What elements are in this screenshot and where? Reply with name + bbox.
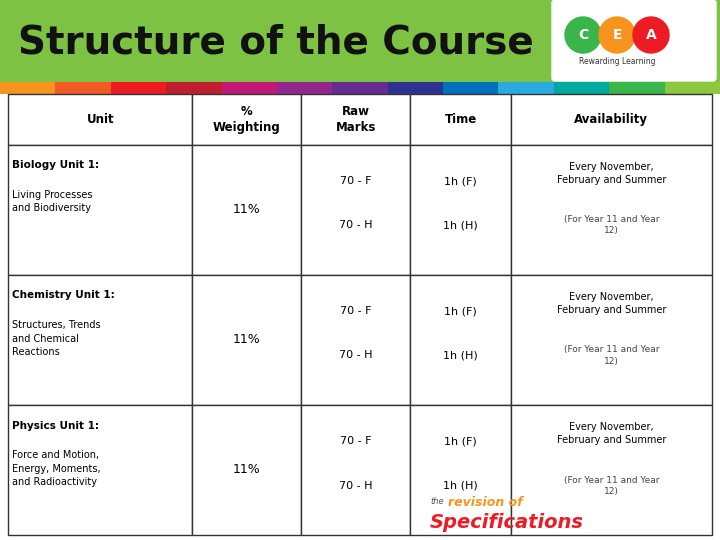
Text: Physics Unit 1:: Physics Unit 1: — [12, 421, 99, 430]
Text: Unit: Unit — [86, 113, 114, 126]
Text: 70 - H: 70 - H — [339, 481, 372, 490]
Text: Every November,
February and Summer: Every November, February and Summer — [557, 162, 666, 185]
Bar — [8, 405, 192, 535]
Text: Specifications: Specifications — [430, 512, 584, 531]
Text: Availability: Availability — [575, 113, 649, 126]
Bar — [192, 94, 302, 145]
Bar — [387, 82, 443, 94]
Text: revision of: revision of — [448, 496, 523, 509]
Text: C: C — [578, 28, 588, 42]
Bar — [665, 82, 720, 94]
Bar — [554, 82, 609, 94]
Bar — [111, 82, 166, 94]
Bar — [498, 82, 554, 94]
Text: Rewarding Learning: Rewarding Learning — [579, 57, 655, 65]
Bar — [166, 82, 222, 94]
FancyBboxPatch shape — [552, 0, 716, 81]
Bar — [302, 145, 410, 275]
Text: 1h (F): 1h (F) — [444, 436, 477, 447]
Bar — [0, 82, 55, 94]
Text: Every November,
February and Summer: Every November, February and Summer — [557, 292, 666, 315]
Bar — [511, 94, 712, 145]
Text: E: E — [612, 28, 622, 42]
Text: 11%: 11% — [233, 333, 261, 346]
Bar — [192, 145, 302, 275]
Circle shape — [565, 17, 601, 53]
Text: Structure of the Course: Structure of the Course — [18, 24, 534, 62]
Bar — [192, 275, 302, 405]
Text: (For Year 11 and Year
12): (For Year 11 and Year 12) — [564, 215, 660, 235]
Text: 11%: 11% — [233, 463, 261, 476]
Bar — [8, 145, 192, 275]
Text: %
Weighting: % Weighting — [213, 105, 281, 134]
Text: Every November,
February and Summer: Every November, February and Summer — [557, 422, 666, 445]
Bar — [8, 275, 192, 405]
Text: the: the — [430, 497, 444, 507]
Text: 1h (H): 1h (H) — [444, 220, 478, 231]
Text: 70 - H: 70 - H — [339, 220, 372, 231]
Text: 70 - F: 70 - F — [340, 306, 372, 316]
Bar — [410, 275, 511, 405]
Text: (For Year 11 and Year
12): (For Year 11 and Year 12) — [564, 476, 660, 496]
Text: 1h (F): 1h (F) — [444, 176, 477, 186]
Bar — [222, 82, 277, 94]
Text: 70 - F: 70 - F — [340, 436, 372, 447]
Bar — [192, 405, 302, 535]
Bar — [511, 145, 712, 275]
Text: Chemistry Unit 1:: Chemistry Unit 1: — [12, 291, 114, 300]
Text: Time: Time — [444, 113, 477, 126]
Bar — [511, 275, 712, 405]
Bar — [410, 145, 511, 275]
Text: Raw
Marks: Raw Marks — [336, 105, 376, 134]
Text: Living Processes
and Biodiversity: Living Processes and Biodiversity — [12, 190, 92, 213]
Bar — [410, 405, 511, 535]
Bar — [333, 82, 387, 94]
Circle shape — [599, 17, 635, 53]
Text: Biology Unit 1:: Biology Unit 1: — [12, 160, 99, 170]
Bar — [302, 94, 410, 145]
Bar — [277, 82, 333, 94]
Text: 70 - H: 70 - H — [339, 350, 372, 361]
Bar — [302, 405, 410, 535]
Text: 70 - F: 70 - F — [340, 176, 372, 186]
Bar — [0, 0, 720, 82]
Text: 1h (F): 1h (F) — [444, 306, 477, 316]
Circle shape — [633, 17, 669, 53]
Text: 1h (H): 1h (H) — [444, 350, 478, 361]
Bar — [410, 94, 511, 145]
Text: 11%: 11% — [233, 203, 261, 216]
Bar — [443, 82, 498, 94]
Bar — [8, 94, 192, 145]
Text: A: A — [646, 28, 657, 42]
Bar — [609, 82, 665, 94]
Text: Structures, Trends
and Chemical
Reactions: Structures, Trends and Chemical Reaction… — [12, 320, 101, 357]
Bar — [55, 82, 111, 94]
Text: 1h (H): 1h (H) — [444, 481, 478, 490]
Text: (For Year 11 and Year
12): (For Year 11 and Year 12) — [564, 346, 660, 366]
Text: Force and Motion,
Energy, Moments,
and Radioactivity: Force and Motion, Energy, Moments, and R… — [12, 450, 101, 487]
Bar — [511, 405, 712, 535]
Bar — [302, 275, 410, 405]
